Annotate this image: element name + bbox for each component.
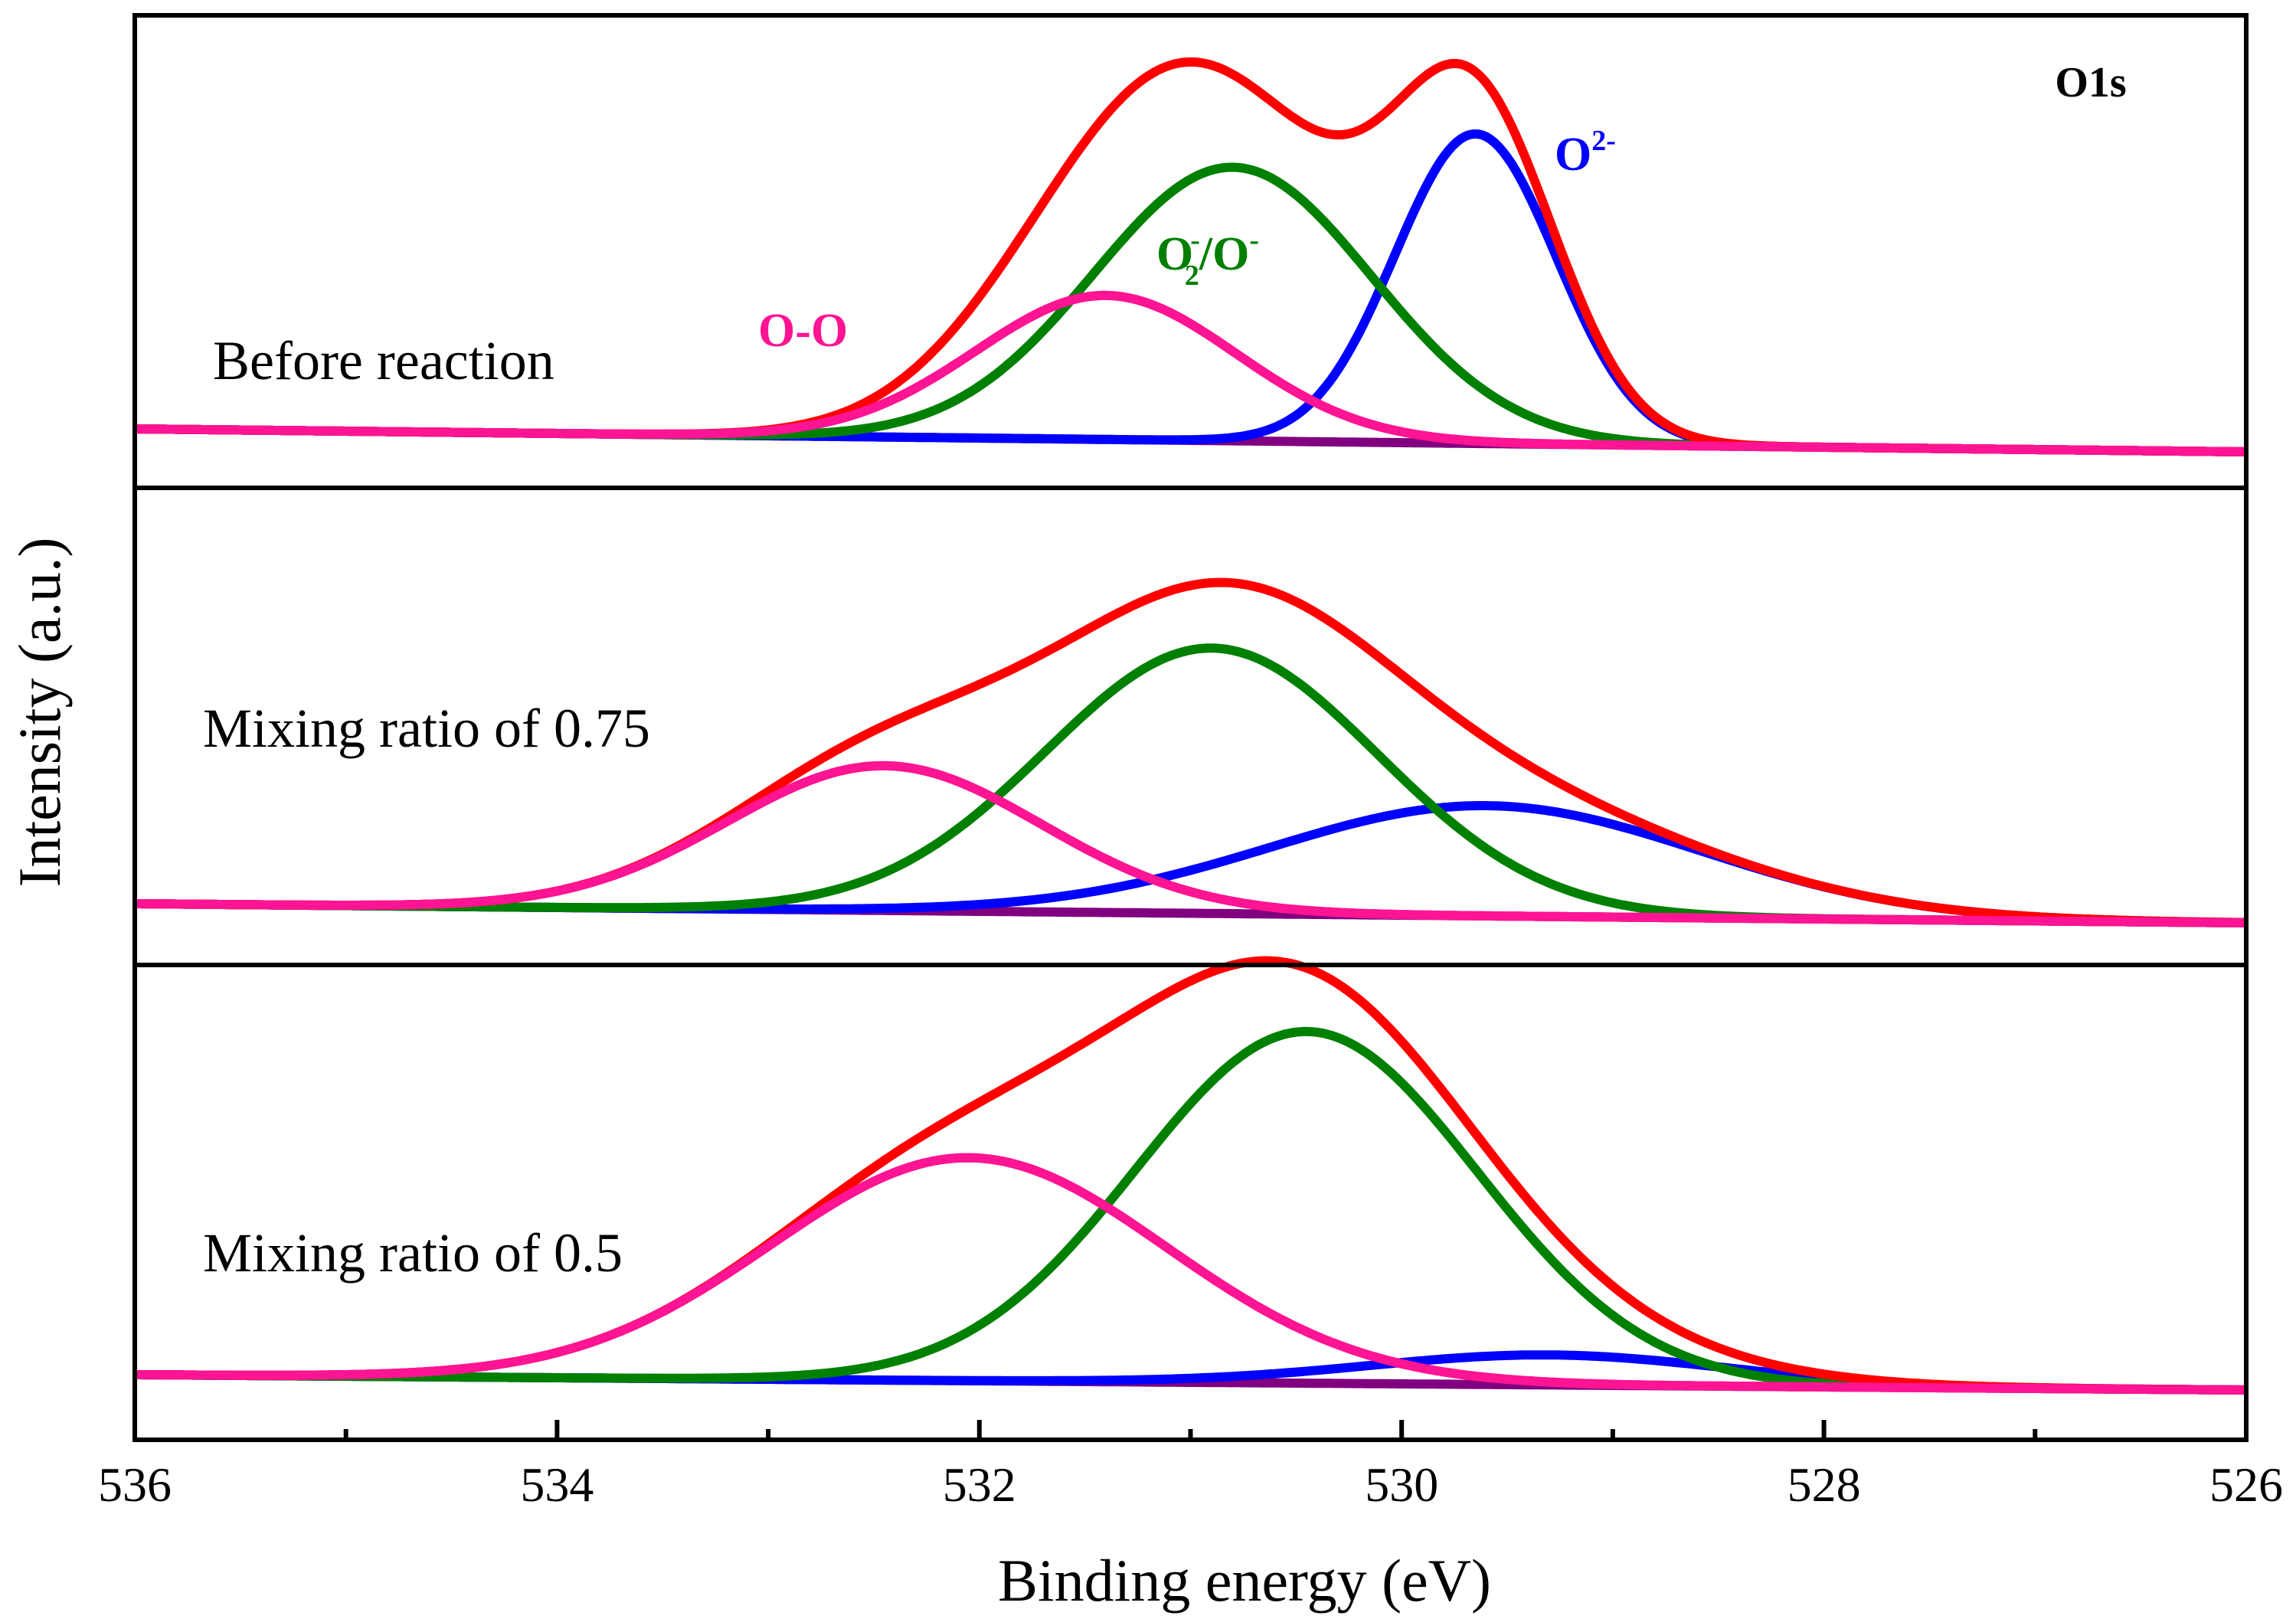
peak-label-part: 2 <box>1185 260 1199 292</box>
panel-3: Mixing ratio of 0.5 <box>134 956 2247 1395</box>
x-axis-label: Binding energy (eV) <box>998 1547 1491 1614</box>
series-envelope <box>134 956 2247 1395</box>
x-tick-label: 536 <box>98 1457 172 1512</box>
x-axis: 536 534 532 530 528 526 <box>98 1420 2283 1512</box>
y-axis-label: Intensity (a.u.) <box>6 537 73 887</box>
peak-label-part: /O <box>1199 228 1249 280</box>
series-o-o-overlay <box>134 760 2247 927</box>
series-o-minus <box>134 1026 2247 1395</box>
peak-label-part: - <box>1249 224 1259 257</box>
peak-label-part: O <box>1555 129 1591 181</box>
series-o-minus <box>134 162 2247 456</box>
series-o-minus <box>134 643 2247 927</box>
panel-1: Before reaction O-OO-2/O-O2- <box>134 57 2247 456</box>
x-tick-label: 526 <box>2209 1457 2283 1512</box>
series-o-o-overlay <box>134 1153 2247 1395</box>
x-tick-label: 528 <box>1787 1457 1861 1512</box>
x-tick-label: 534 <box>520 1457 594 1512</box>
peak-label-part: O <box>1156 228 1193 280</box>
peak-label-o2-minus-o-minus: O-2/O- <box>1156 224 1259 292</box>
title-o1s: O1s <box>2055 59 2126 106</box>
peak-label-o2-minus: O2- <box>1555 125 1616 181</box>
peak-label-o-o: O-O <box>758 305 848 357</box>
panels-layer: Before reaction O-OO-2/O-O2-Mixing ratio … <box>134 57 2247 1395</box>
panel-label: Mixing ratio of 0.75 <box>203 698 650 759</box>
x-tick-label: 532 <box>943 1457 1016 1512</box>
panel-label: Before reaction <box>213 330 554 391</box>
panel-label: Mixing ratio of 0.5 <box>203 1222 623 1284</box>
peak-label-part: - <box>1190 224 1200 257</box>
x-tick-label: 530 <box>1365 1457 1438 1512</box>
series-o-o-overlay <box>134 290 2247 456</box>
peak-label-part: 2- <box>1591 125 1616 157</box>
panel-2: Mixing ratio of 0.75 <box>134 577 2247 927</box>
